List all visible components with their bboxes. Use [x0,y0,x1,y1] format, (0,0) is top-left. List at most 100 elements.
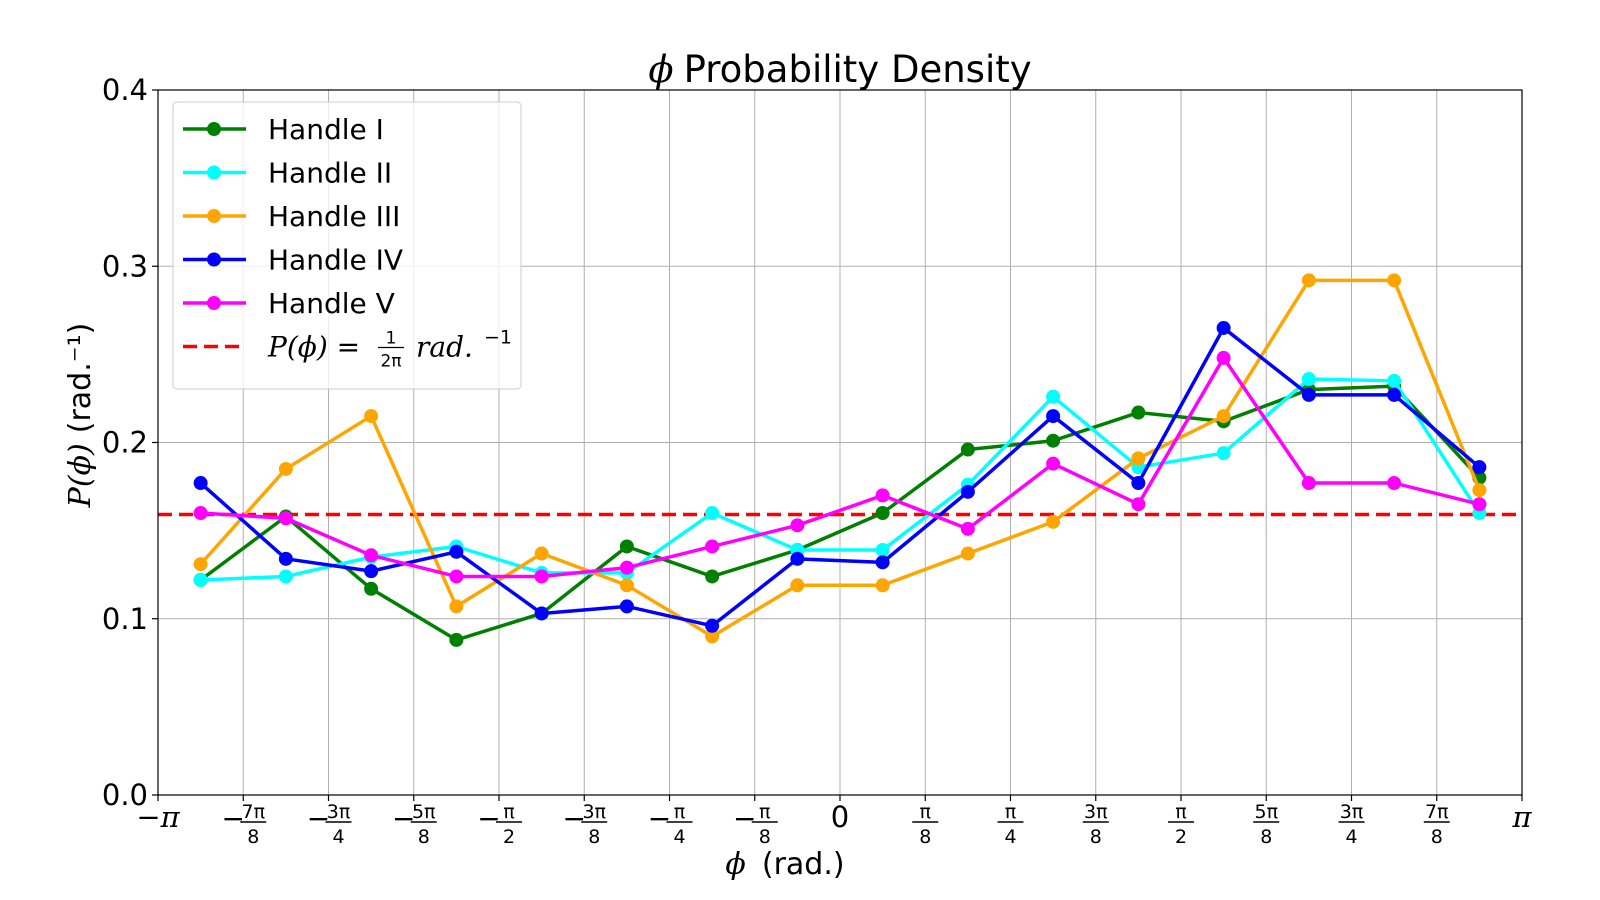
x-tick-label-sign: − [477,802,500,835]
x-tick-label-denominator: 8 [759,826,771,848]
series-3-point-12 [1216,409,1231,424]
x-tick-label-denominator: 4 [1345,826,1357,848]
series-4-point-10 [1046,409,1061,424]
series-5-point-13 [1301,476,1316,491]
x-tick-label-0: −π [136,800,180,834]
series-4-point-14 [1387,387,1402,402]
series-4-line [199,326,1481,628]
series-4-point-4 [534,606,549,621]
x-tick-label-4: − π 2 [477,801,522,848]
x-tick-label-sign: − [648,802,671,835]
series-2-point-13 [1301,372,1316,387]
x-axis-label-symbol: ϕ [725,847,745,882]
series-5-point-9 [960,521,975,536]
x-axis-ticks: −π −7π8−3π4−5π8− π2−3π8− π4− π80 π8π43π8π25π8… [136,795,1532,848]
y-axis-label: P(ϕ) (rad.⁻¹) [63,323,98,509]
series-1-point-5 [619,539,634,554]
series-4-point-8 [875,555,890,570]
x-tick-label-6: − π 4 [648,801,693,848]
legend-marker [207,296,221,310]
series-5-point-2 [364,548,379,563]
x-tick-label-14: 3π4 [1338,801,1365,848]
x-tick-label-11: 3π8 [1082,801,1109,848]
legend-marker [207,165,221,180]
series-3-point-3 [449,599,464,614]
series-3-point-14 [1387,273,1402,288]
x-tick-label-8: 0 [831,800,849,834]
legend-label: Handle II [268,157,392,190]
series-2-point-10 [1046,389,1061,404]
legend-marker [207,209,221,223]
legend-ref-suffix: rad. [416,331,473,364]
series-5-point-14 [1387,476,1402,491]
series-5-line [200,356,1480,579]
legend-label: Handle IV [268,244,403,277]
y-tick-label-3: 0.3 [102,249,148,283]
x-tick-label-15: 7π8 [1423,801,1450,848]
legend-entry-1: Handle I [183,113,384,146]
series-4-point-1 [278,551,293,566]
series-5-point-1 [278,511,293,526]
series-4-point-2 [364,564,379,579]
legend-ref-denominator: 2π [380,352,401,372]
legend-label: Handle III [268,200,400,233]
series-1-point-6 [705,569,720,584]
series-3-point-5 [619,578,634,593]
x-tick-label-denominator: 4 [673,826,685,848]
x-tick-label-numerator: 5π [412,801,436,823]
legend-marker [207,252,221,267]
y-axis-label-units: (rad.⁻¹) [63,323,98,434]
x-tick-label-sign: − [222,802,245,835]
x-tick-label-denominator: 8 [919,826,931,848]
series-5-point-10 [1046,456,1061,471]
title-symbol: ϕ [648,48,673,91]
series-3-point-7 [790,578,805,593]
x-tick-label-denominator: 8 [247,826,259,848]
series-1-point-3 [449,632,464,647]
series-3-point-13 [1301,273,1316,288]
y-tick-label-2: 0.2 [102,426,148,460]
legend-ref-numerator: 1 [386,329,397,349]
y-tick-label-4: 0.4 [102,73,148,107]
x-tick-label-numerator: 3π [1084,801,1108,823]
series-4-point-15 [1472,460,1487,475]
x-tick-label-denominator: 4 [1004,826,1016,848]
y-axis-ticks: 0.0 0.1 0.2 0.3 0.4 [102,73,158,812]
series-3-point-11 [1131,451,1146,466]
x-tick-label-denominator: 8 [1090,826,1102,848]
series-2-point-6 [705,506,720,520]
y-axis-label-func: P(ϕ) [63,443,98,508]
series-1-point-11 [1131,405,1146,420]
legend-entry-2: Handle II [183,157,392,190]
title-text: Probability Density [684,48,1032,91]
series-1-point-10 [1046,433,1061,448]
series-4-point-9 [960,484,975,499]
series-2-point-8 [875,543,890,558]
x-tick-label-10: π4 [997,801,1024,848]
x-tick-label-denominator: 8 [1260,826,1272,848]
x-tick-label-denominator: 2 [1175,826,1187,848]
x-tick-label-numerator: π [759,801,770,823]
x-tick-label-2: −3π 4 [307,801,352,848]
legend: Handle I Handle II Handle III Handle IV Hand… [172,101,522,390]
series-2-line [200,377,1481,582]
legend-entry-reference: P(ϕ) = 1 2π rad. −1 [183,327,512,372]
series-1-point-9 [960,442,975,457]
series-1-point-8 [875,506,890,520]
series-3 [193,273,1487,644]
legend-label: Handle V [268,287,395,320]
x-tick-label-7: − π 8 [733,801,778,848]
x-tick-label-numerator: π [674,801,685,823]
x-tick-label-5: −3π 8 [563,801,608,848]
x-tick-label-numerator: 7π [241,801,265,823]
series-3-point-0 [193,557,208,572]
series-5-point-8 [875,488,890,503]
x-tick-label-denominator: 8 [588,826,600,848]
legend-marker [207,122,221,136]
series-3-point-10 [1046,514,1061,529]
series-4-point-3 [449,544,464,559]
series-4-point-12 [1216,320,1231,335]
x-tick-label-sign: − [307,802,330,835]
series-2-point-0 [193,572,208,587]
